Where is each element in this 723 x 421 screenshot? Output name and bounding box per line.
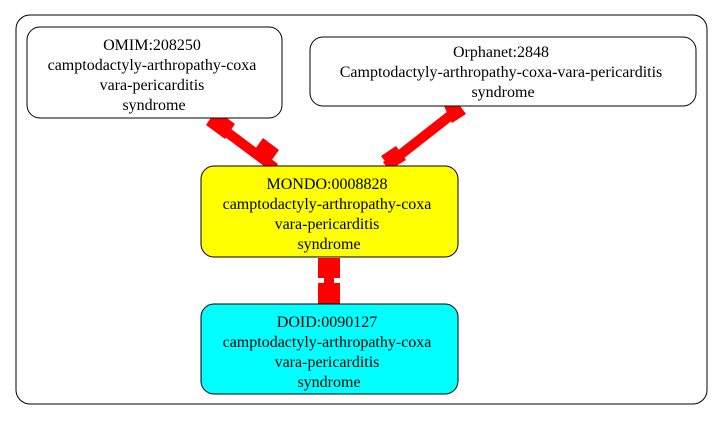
node-label-line: syndrome bbox=[122, 97, 185, 114]
node-omim: OMIM:208250 camptodactyly-arthropathy-co… bbox=[26, 26, 283, 119]
edge-end-marker bbox=[318, 258, 340, 278]
edge-end-marker bbox=[318, 283, 340, 304]
node-label-line: syndrome bbox=[297, 236, 360, 253]
node-doid: DOID:0090127 camptodactyly-arthropathy-c… bbox=[200, 303, 459, 395]
node-label-line: vara-pericarditis bbox=[275, 216, 380, 233]
node-label: MONDO:0008828 camptodactyly-arthropathy-… bbox=[223, 176, 436, 253]
node-label-line: camptodactyly-arthropathy-coxa bbox=[48, 57, 257, 74]
edge-end-marker bbox=[253, 138, 279, 164]
node-label-line: syndrome bbox=[297, 374, 360, 391]
node-id-text: OMIM:208250 bbox=[103, 37, 201, 54]
node-id-text: Orphanet:2848 bbox=[453, 44, 549, 61]
node-label: Orphanet:2848 Camptodactyly-arthropathy-… bbox=[340, 44, 667, 101]
edge-orphanet-mondo bbox=[381, 99, 466, 170]
node-label: DOID:0090127 camptodactyly-arthropathy-c… bbox=[223, 314, 436, 391]
node-label-line: vara-pericarditis bbox=[275, 354, 380, 371]
node-label-line: Camptodactyly-arthropathy-coxa-vara-peri… bbox=[340, 64, 663, 81]
node-id-text: DOID:0090127 bbox=[277, 314, 377, 331]
node-label: OMIM:208250 camptodactyly-arthropathy-co… bbox=[48, 37, 261, 114]
node-box bbox=[200, 165, 459, 258]
node-id-text: MONDO:0008828 bbox=[267, 176, 388, 193]
node-orphanet: Orphanet:2848 Camptodactyly-arthropathy-… bbox=[309, 36, 697, 107]
node-label-line: syndrome bbox=[471, 84, 534, 101]
edge-mondo-doid bbox=[318, 258, 340, 304]
edge-end-marker bbox=[381, 146, 406, 169]
node-mondo: MONDO:0008828 camptodactyly-arthropathy-… bbox=[200, 165, 459, 258]
node-box bbox=[26, 26, 283, 119]
node-box bbox=[309, 36, 697, 107]
node-box bbox=[200, 303, 459, 395]
node-label-line: camptodactyly-arthropathy-coxa bbox=[223, 334, 432, 351]
node-label-line: camptodactyly-arthropathy-coxa bbox=[223, 196, 432, 213]
node-label-line: vara-pericarditis bbox=[100, 77, 205, 94]
